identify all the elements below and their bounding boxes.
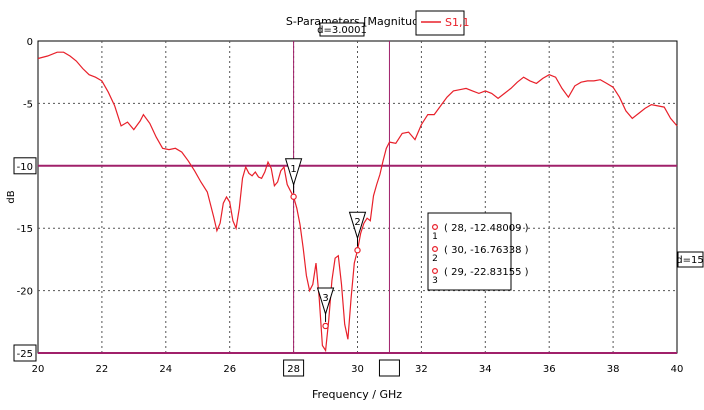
vline-delta-text: d=3.0001	[317, 25, 367, 36]
x-tick-labels: 20 22 24 26 28 30 32 34 36 38 40	[32, 364, 684, 375]
y-tick-label: -25	[17, 349, 33, 360]
marker-number: 2	[354, 217, 360, 228]
y-tick-label: -20	[17, 287, 33, 298]
marker-point	[322, 322, 329, 330]
x-axis-label: Frequency / GHz	[312, 388, 402, 401]
x-tick-label: 28	[287, 364, 300, 375]
readout-marker-icon	[432, 224, 439, 231]
readout-marker-id: 2	[432, 254, 438, 264]
marker-readout-row: 2 ( 30, -16.76338 )	[432, 245, 529, 264]
x-marker-label-box	[283, 359, 305, 377]
vline-delta-label: d=3.0001	[317, 22, 367, 37]
marker-flag	[316, 287, 335, 316]
y-tick-label: 0	[27, 37, 33, 48]
hline-delta-label: d=15	[676, 251, 704, 268]
x-tick-label: 32	[415, 364, 428, 375]
x-tick-label: 26	[223, 364, 236, 375]
readout-marker-icon	[432, 246, 439, 253]
hline-delta-text: d=15	[676, 255, 703, 266]
readout-marker-id: 3	[432, 276, 438, 286]
series-line-s11	[37, 51, 678, 353]
x-tick-label: 40	[671, 364, 684, 375]
marker-readout: 1 ( 28, -12.48009 ) 2 ( 30, -16.76338 ) 3 ( 2…	[427, 212, 529, 291]
x-tick-label: 22	[96, 364, 109, 375]
marker-point	[290, 193, 297, 200]
marker-readout-row: 1 ( 28, -12.48009 )	[432, 223, 529, 242]
y-tick-label: -15	[17, 224, 33, 235]
x-tick-label: 38	[607, 364, 620, 375]
x-marker-label-box	[378, 359, 400, 377]
y-axis-label: dB	[6, 190, 17, 203]
marker-readout-row: 3 ( 29, -22.83155 )	[432, 267, 529, 286]
series-layer	[37, 51, 678, 353]
marker-number: 1	[290, 164, 296, 175]
x-tick-label: 36	[543, 364, 556, 375]
legend-box	[415, 10, 465, 36]
marker-2[interactable]: 2	[348, 211, 367, 254]
y-tick-labels: 0 -5 -10 -15 -20 -25	[17, 37, 33, 360]
x-tick-label: 24	[159, 364, 172, 375]
marker-flag	[348, 211, 367, 240]
readout-marker-value: ( 29, -22.83155 )	[444, 267, 529, 278]
marker-readout-box	[427, 212, 512, 291]
x-tick-label: 30	[351, 364, 364, 375]
y-tick-label: -5	[23, 99, 33, 110]
readout-marker-id: 1	[432, 232, 438, 242]
legend[interactable]: S1,1	[415, 10, 469, 36]
legend-label: S1,1	[445, 16, 469, 29]
y-marker-label-box	[13, 157, 37, 175]
x-tick-label: 34	[479, 364, 492, 375]
marker-number: 3	[322, 293, 328, 304]
hline-delta-box	[677, 251, 704, 268]
readout-marker-value: ( 28, -12.48009 )	[444, 223, 529, 234]
y-marker-label-box	[13, 344, 37, 362]
readout-marker-icon	[432, 268, 439, 275]
marker-flag	[284, 158, 303, 187]
marker-point	[354, 247, 361, 254]
readout-marker-value: ( 30, -16.76338 )	[444, 245, 529, 256]
y-tick-label: -10	[17, 162, 33, 173]
marker-3[interactable]: 3	[316, 287, 335, 330]
vline-delta-box	[319, 22, 365, 37]
marker-layer: 1 2 3	[284, 158, 367, 330]
horizontal-marker-lines	[13, 157, 677, 362]
marker-1[interactable]: 1	[284, 158, 303, 200]
x-tick-label: 20	[32, 364, 45, 375]
